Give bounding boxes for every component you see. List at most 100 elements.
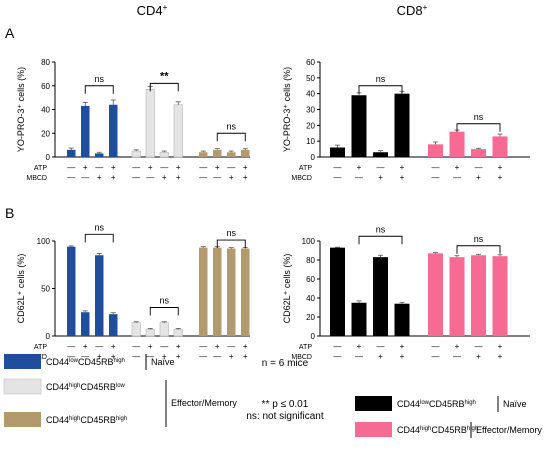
y-tick-label: 0 xyxy=(46,153,51,162)
atp-mark: + xyxy=(243,163,248,172)
atp-mark: — xyxy=(377,342,385,351)
mbcd-mark: — xyxy=(81,173,89,182)
significance-bracket xyxy=(84,85,114,94)
significance-label: ns xyxy=(474,234,484,244)
bar xyxy=(330,147,345,157)
y-axis-label: CD62L⁺ cells (%) xyxy=(16,254,26,324)
mbcd-mark: — xyxy=(355,173,363,182)
row-label-atp: ATP xyxy=(34,165,47,172)
atp-mark: — xyxy=(160,342,168,351)
significance-bracket xyxy=(456,245,501,254)
legend-label-cd4-naive: CD44lowCD45RBhigh xyxy=(46,357,125,367)
mbcd-mark: + xyxy=(97,352,102,361)
y-tick-label: 60 xyxy=(41,82,50,91)
bar xyxy=(159,322,169,337)
bar xyxy=(241,149,250,157)
note-sig: ** p ≤ 0.01 xyxy=(262,399,309,410)
legend-swatch-cd8-effmem xyxy=(355,422,392,437)
atp-mark: — xyxy=(95,163,103,172)
atp-mark: — xyxy=(432,342,440,351)
significance-bracket xyxy=(216,132,246,142)
bar xyxy=(145,89,155,158)
significance-bracket xyxy=(358,85,403,94)
legend-group-naive: Naïve xyxy=(151,357,175,367)
y-tick-label: 0 xyxy=(311,153,316,162)
mbcd-mark: — xyxy=(132,352,140,361)
atp-mark: + xyxy=(215,342,220,351)
header-cd8: CD8+ xyxy=(397,3,428,18)
mbcd-mark: — xyxy=(213,173,221,182)
bar xyxy=(449,131,465,157)
atp-mark: + xyxy=(83,342,88,351)
atp-mark: — xyxy=(67,342,75,351)
y-tick-label: 60 xyxy=(306,275,315,284)
mbcd-mark: + xyxy=(176,173,181,182)
atp-mark: + xyxy=(455,163,460,172)
panel-label-b: B xyxy=(5,205,14,221)
legend-swatch-cd8-naive xyxy=(355,396,392,411)
significance-label: ns xyxy=(376,74,386,84)
mbcd-mark: + xyxy=(162,352,167,361)
bar xyxy=(213,247,222,336)
mbcd-mark: — xyxy=(334,352,342,361)
bar xyxy=(109,314,118,336)
atp-mark: + xyxy=(400,163,405,172)
mbcd-mark: + xyxy=(162,173,167,182)
legend-swatch-cd4-effector xyxy=(3,378,42,395)
bar xyxy=(199,152,208,157)
significance-label: ns xyxy=(94,74,104,84)
mbcd-mark: — xyxy=(132,173,140,182)
bar xyxy=(330,247,345,336)
bar xyxy=(145,329,155,337)
mbcd-mark: — xyxy=(432,352,440,361)
atp-mark: + xyxy=(83,163,88,172)
atp-mark: — xyxy=(475,342,483,351)
bar xyxy=(373,257,388,336)
legend-swatch-cd4-memory xyxy=(4,412,41,427)
mbcd-mark: — xyxy=(213,352,221,361)
mbcd-mark: + xyxy=(111,173,116,182)
legend-group-effmem: Effector/Memory xyxy=(171,398,237,408)
mbcd-mark: — xyxy=(199,173,207,182)
y-tick-label: 20 xyxy=(306,313,315,322)
mbcd-mark: + xyxy=(400,173,405,182)
bar xyxy=(81,312,90,336)
legend-label-cd8-effmem: CD44highCD45RBhigh xyxy=(397,425,478,435)
atp-mark: — xyxy=(227,342,235,351)
y-tick-label: 40 xyxy=(306,294,315,303)
row-label-mbcd: MBCD xyxy=(291,354,312,361)
y-axis-label: YO-PRO-3⁺ cells (%) xyxy=(16,67,26,152)
atp-mark: + xyxy=(176,342,181,351)
note-ns: ns: not significant xyxy=(246,411,323,422)
legend-label-cd4-memory: CD44highCD45RBhigh xyxy=(46,415,127,425)
note-n: n = 6 mice xyxy=(262,358,309,369)
legend-group-cd8-effmem: Effector/Memory xyxy=(476,425,542,435)
atp-mark: + xyxy=(111,342,116,351)
mbcd-mark: — xyxy=(67,352,75,361)
bar xyxy=(199,247,208,336)
atp-mark: + xyxy=(498,342,503,351)
atp-mark: + xyxy=(498,163,503,172)
legend-cd8: CD44lowCD45RBhigh Naïve CD44highCD45RBhi… xyxy=(355,396,542,438)
bar xyxy=(227,152,236,157)
row-label-atp: ATP xyxy=(299,165,312,172)
y-tick-label: 20 xyxy=(41,129,50,138)
bar xyxy=(471,255,486,336)
significance-label: ns xyxy=(474,112,484,122)
mbcd-mark: + xyxy=(229,352,234,361)
y-tick-label: 30 xyxy=(306,106,315,115)
bar xyxy=(131,322,141,337)
row-label-mbcd: MBCD xyxy=(291,175,312,182)
atp-mark: + xyxy=(243,342,248,351)
mbcd-mark: + xyxy=(498,173,503,182)
y-tick-label: 20 xyxy=(306,121,315,130)
mbcd-mark: — xyxy=(67,173,75,182)
bar xyxy=(373,152,388,157)
bar xyxy=(241,248,250,336)
row-label-atp: ATP xyxy=(34,344,47,351)
significance-label: ns xyxy=(226,228,236,238)
mbcd-mark: + xyxy=(378,173,383,182)
bar xyxy=(351,95,367,157)
